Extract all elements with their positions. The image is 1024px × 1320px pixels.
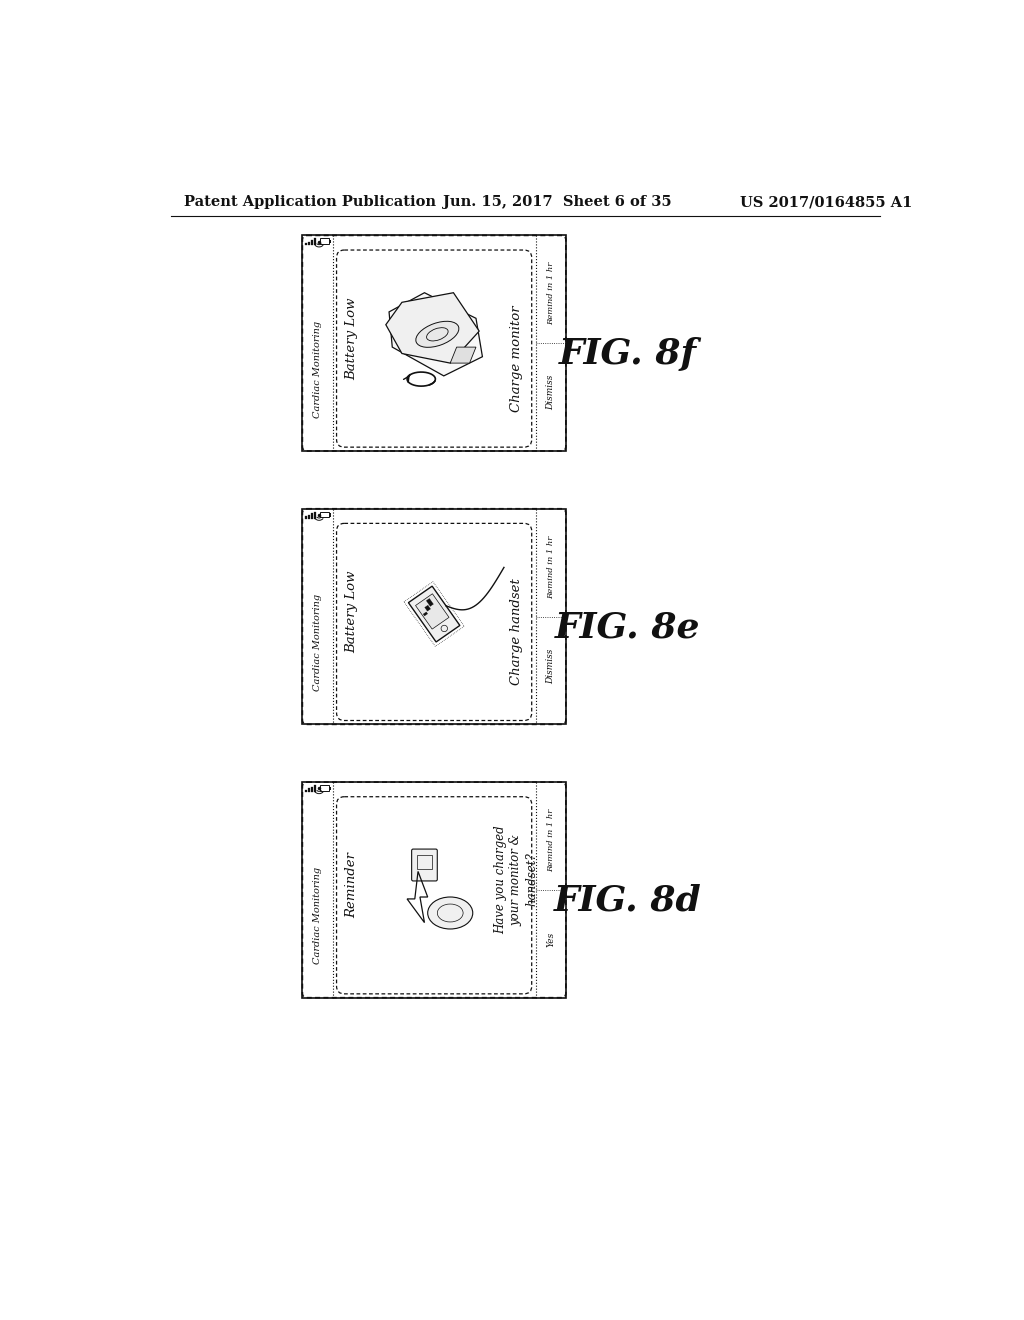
Text: Cardiac Monitoring: Cardiac Monitoring [313, 594, 322, 690]
Bar [302, 235, 566, 451]
Text: Remind in 1 hr: Remind in 1 hr [547, 261, 555, 325]
Text: Patent Application Publication: Patent Application Publication [183, 195, 436, 210]
Text: Remind in 1 hr: Remind in 1 hr [547, 809, 555, 873]
Text: Dismiss: Dismiss [546, 375, 555, 411]
Text: Reminder: Reminder [345, 853, 358, 919]
Bar [302, 508, 566, 725]
Bar [305, 789, 306, 792]
FancyBboxPatch shape [412, 849, 437, 880]
Text: Yes: Yes [546, 932, 555, 948]
Polygon shape [389, 293, 482, 376]
Polygon shape [426, 598, 433, 606]
Text: Cardiac Monitoring: Cardiac Monitoring [313, 321, 322, 417]
Polygon shape [409, 586, 460, 642]
Text: FIG. 8f: FIG. 8f [559, 337, 697, 371]
Text: FIG. 8d: FIG. 8d [554, 883, 701, 917]
Text: Have you charged
your monitor &
handset?: Have you charged your monitor & handset? [494, 825, 539, 933]
Bar [321, 239, 329, 244]
Polygon shape [423, 612, 428, 616]
Bar [314, 785, 316, 792]
Bar [308, 788, 309, 792]
Text: US 2017/0164855 A1: US 2017/0164855 A1 [740, 195, 912, 210]
Polygon shape [386, 293, 479, 363]
Bar [417, 855, 432, 870]
Ellipse shape [428, 898, 473, 929]
Polygon shape [425, 605, 430, 611]
Bar [305, 243, 306, 246]
Bar [311, 240, 313, 246]
Bar [314, 239, 316, 246]
Text: Battery Low: Battery Low [345, 570, 358, 653]
Text: Remind in 1 hr: Remind in 1 hr [547, 536, 555, 598]
Ellipse shape [416, 321, 459, 347]
Bar [321, 512, 329, 517]
Bar [314, 512, 316, 519]
Bar [308, 242, 309, 246]
Text: Dismiss: Dismiss [546, 648, 555, 684]
Bar [311, 787, 313, 792]
Bar [302, 781, 566, 998]
Bar [308, 515, 309, 519]
Bar [311, 513, 313, 519]
Bar [305, 516, 306, 519]
Text: FIG. 8e: FIG. 8e [555, 610, 700, 644]
Polygon shape [451, 347, 476, 363]
Text: Battery Low: Battery Low [345, 297, 358, 380]
Text: Jun. 15, 2017  Sheet 6 of 35: Jun. 15, 2017 Sheet 6 of 35 [443, 195, 672, 210]
Text: Cardiac Monitoring: Cardiac Monitoring [313, 867, 322, 965]
Bar [321, 785, 329, 791]
Polygon shape [416, 594, 450, 630]
Text: Charge handset: Charge handset [510, 578, 522, 685]
Text: Charge monitor: Charge monitor [510, 305, 522, 412]
